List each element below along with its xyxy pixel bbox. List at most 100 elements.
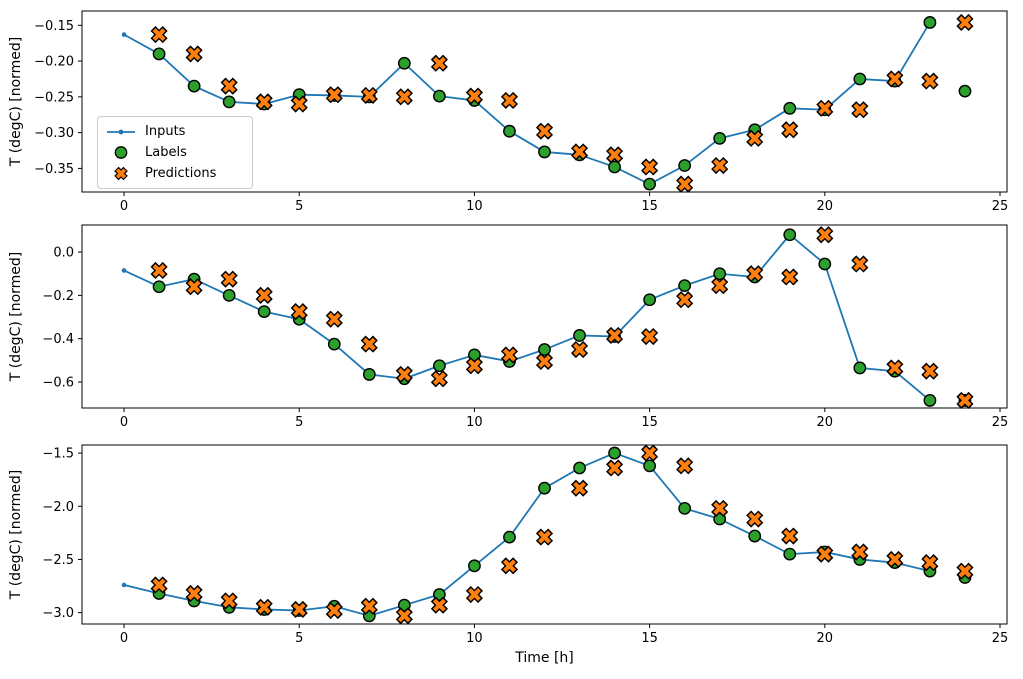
- y-tick-label: −2.0: [42, 500, 74, 515]
- predictions-marker: [888, 72, 902, 86]
- labels-marker: [152, 47, 166, 61]
- predictions-marker: [397, 90, 411, 104]
- x-tick-label: 0: [120, 415, 128, 430]
- predictions-marker: [327, 312, 341, 326]
- labels-marker: [608, 160, 621, 174]
- labels-marker: [958, 84, 972, 98]
- predictions-marker: [678, 177, 692, 191]
- subplot-3: 0 5 10 15 20 25 −1.5 −2.0 −2.5 −3.0 T (degC) [norm…: [8, 444, 1008, 666]
- x-tick-label: 10: [466, 415, 483, 430]
- y-tick-label: −0.25: [34, 90, 74, 105]
- inputs-point: [121, 582, 127, 588]
- x-tick-label: 20: [817, 631, 834, 646]
- predictions-marker: [502, 93, 516, 107]
- predictions-marker: [538, 530, 551, 544]
- labels-marker: [468, 348, 481, 362]
- predictions-marker: [643, 160, 657, 174]
- predictions-marker: [152, 578, 166, 592]
- labels-marker: [643, 459, 657, 473]
- x-tick-label: 15: [641, 631, 658, 646]
- x-tick-label: 15: [641, 199, 658, 214]
- predictions-marker: [853, 103, 867, 117]
- labels-marker: [713, 267, 727, 281]
- predictions-marker: [467, 588, 481, 602]
- predictions-marker: [292, 97, 306, 111]
- labels-marker: [783, 228, 797, 242]
- labels-marker: [222, 288, 236, 302]
- axes-frame: [81, 444, 1008, 625]
- x-tick-label: 25: [992, 199, 1009, 214]
- x-tick-label: 25: [992, 415, 1009, 430]
- labels-marker: [923, 16, 937, 29]
- predictions-marker: [222, 594, 236, 608]
- predictions-marker: [467, 89, 481, 103]
- predictions-marker: [608, 328, 622, 342]
- predictions-marker: [818, 228, 832, 242]
- predictions-marker: [748, 512, 762, 526]
- inputs-point: [121, 32, 127, 37]
- labels-marker: [818, 257, 832, 271]
- predictions-marker: [748, 267, 762, 281]
- predictions-marker: [257, 95, 271, 109]
- x-tick-label: 0: [120, 199, 128, 214]
- predictions-marker: [643, 446, 657, 460]
- predictions-marker: [573, 481, 587, 495]
- labels-marker: [362, 368, 376, 381]
- y-tick-label: −0.20: [34, 55, 74, 70]
- predictions-marker: [713, 159, 727, 173]
- labels-marker: [678, 159, 692, 172]
- inputs-dot-glyph: [118, 129, 124, 134]
- predictions-marker: [818, 101, 832, 115]
- predictions-marker: [958, 15, 972, 29]
- predictions-marker: [187, 280, 201, 294]
- x-tick-label: 20: [817, 199, 834, 214]
- labels-marker: [503, 124, 516, 138]
- axes-frame: [81, 224, 1008, 409]
- labels-marker: [678, 501, 692, 515]
- legend-item-inputs: Inputs: [106, 123, 242, 140]
- y-tick-label: −0.15: [34, 19, 74, 34]
- labels-marker: [538, 343, 551, 356]
- predictions-marker: [327, 604, 341, 617]
- labels-marker: [923, 394, 937, 407]
- predictions-marker: [678, 459, 692, 473]
- predictions-marker: [678, 293, 692, 307]
- predictions-marker: [783, 529, 797, 543]
- predictions-marker: [222, 79, 236, 93]
- predictions-marker: [853, 257, 867, 271]
- inputs-line: [123, 452, 931, 617]
- predictions-marker: [432, 598, 446, 612]
- x-tick-label: 5: [295, 199, 303, 214]
- labels-marker: [853, 72, 867, 86]
- predictions-marker: [257, 600, 271, 614]
- predictions-marker: [713, 279, 727, 293]
- legend-item-labels: Labels: [106, 144, 242, 161]
- predictions-marker: [608, 461, 622, 475]
- y-tick-label: −0.4: [42, 332, 74, 347]
- y-axis-label: T (degC) [normed]: [8, 470, 24, 601]
- labels-marker: [853, 361, 867, 375]
- labels-marker: [678, 279, 692, 293]
- x-tick-label: 20: [817, 415, 834, 430]
- labels-marker: [432, 359, 446, 373]
- predictions-marker: [853, 545, 867, 559]
- labels-marker: [538, 481, 551, 495]
- y-tick-label: 0.0: [53, 246, 74, 261]
- labels-marker: [222, 95, 236, 109]
- legend: Inputs Labels Predictions: [97, 116, 253, 189]
- inputs-line-icon: [107, 129, 135, 134]
- y-axis-label: T (degC) [normed]: [8, 37, 24, 168]
- labels-circle-glyph: [114, 146, 128, 159]
- predictions-marker: [783, 270, 797, 284]
- y-tick-label: −0.2: [42, 289, 74, 304]
- labels-marker: [608, 446, 621, 460]
- predictions-marker: [573, 145, 587, 159]
- predictions-marker: [958, 564, 972, 578]
- predictions-x-glyph: [115, 168, 127, 179]
- predictions-marker: [362, 88, 376, 102]
- labels-marker: [783, 547, 797, 561]
- inputs-line: [123, 233, 931, 402]
- legend-label-inputs: Inputs: [145, 124, 186, 139]
